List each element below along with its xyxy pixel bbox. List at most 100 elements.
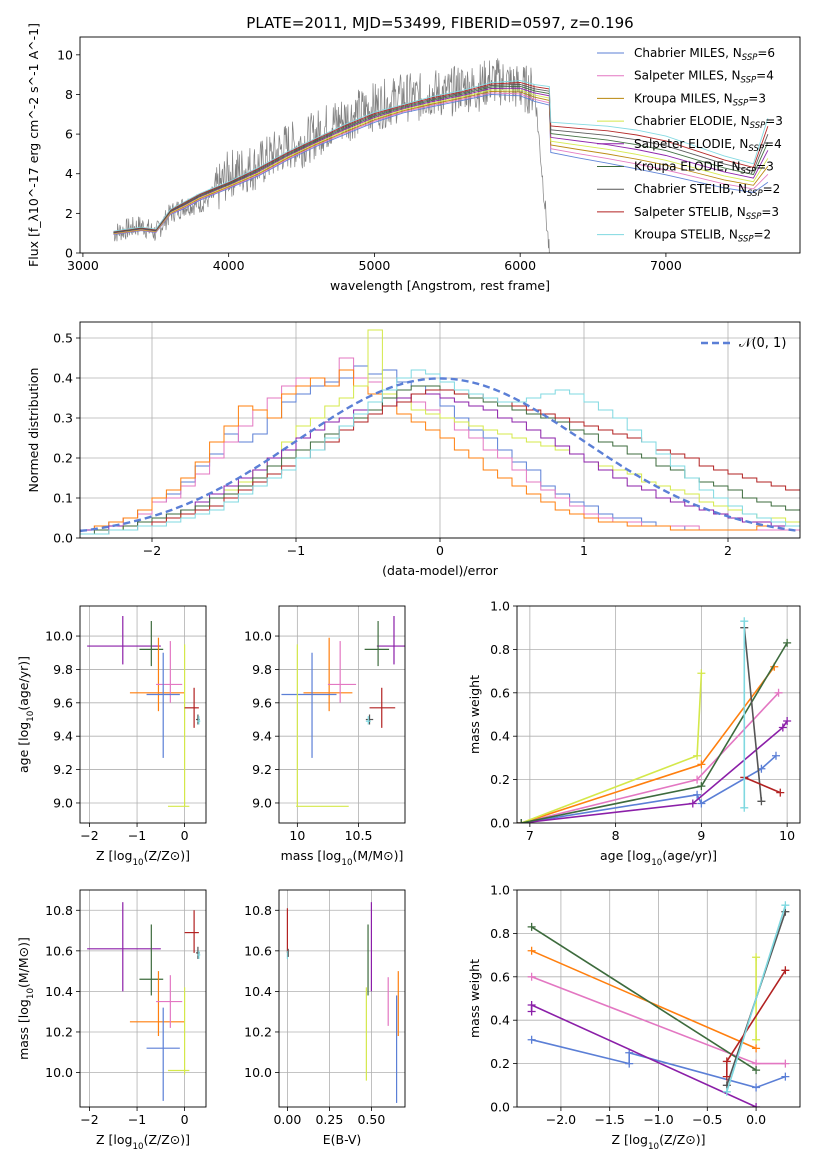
weight-line-7 <box>743 627 763 802</box>
y-tick-label: 0.8 <box>490 642 510 657</box>
weight-marker <box>527 1035 536 1044</box>
weight-marker <box>527 946 536 955</box>
histogram-step-3 <box>80 369 800 538</box>
y-tick-label: 2 <box>65 206 73 221</box>
y-tick-label: 9.2 <box>252 762 272 777</box>
legend-entry: Kroupa MILES, NSSP=3 <box>634 91 766 108</box>
x-axis-label: wavelength [Angstrom, rest frame] <box>330 278 550 293</box>
weight-marker <box>527 922 536 931</box>
histogram-step-8 <box>80 369 800 538</box>
x-tick-label: 0.0 <box>746 1112 766 1127</box>
weight-marker <box>781 1059 790 1068</box>
weight-marker <box>774 688 783 697</box>
weight-marker <box>527 972 536 981</box>
plot-area <box>113 58 769 253</box>
mass-vs-age-panel: 10 10.5 9.0 9.2 9.4 9.6 9.8 10.0 mass [log10(M/M… <box>244 605 406 868</box>
axes-frame <box>278 605 406 824</box>
model-line-6 <box>113 85 769 233</box>
x-tick-label: 4000 <box>213 258 245 273</box>
axes-frame <box>278 889 406 1108</box>
model-line-8 <box>113 82 769 233</box>
x-tick-label: 0 <box>181 828 189 843</box>
legend-entry: Kroupa ELODIE, NSSP=3 <box>634 160 774 177</box>
y-tick-label: 9.0 <box>53 795 73 810</box>
model-line-3 <box>113 90 769 235</box>
weight-marker <box>697 669 706 678</box>
weight-marker <box>722 1072 731 1081</box>
y-tick-label: 10.2 <box>45 1024 73 1039</box>
axes-frame <box>79 36 801 254</box>
y-tick-label: 10.0 <box>244 629 272 644</box>
model-line-4 <box>113 89 769 234</box>
x-tick-label: 10 <box>779 828 795 843</box>
weight-marker <box>752 953 761 962</box>
y-tick-label: 0.2 <box>53 451 73 466</box>
y-tick-label: 0.2 <box>490 1056 510 1071</box>
x-tick-label: 2 <box>724 543 732 558</box>
x-tick-label: 7 <box>526 828 534 843</box>
z-vs-age-panel: −2 −1 0 9.0 9.2 9.4 9.6 9.8 10.0 Z [log10(Z/Z⊙)] a… <box>16 605 207 868</box>
weight-marker <box>752 1103 761 1107</box>
weight-marker <box>781 901 790 910</box>
axes-frame <box>79 889 207 1108</box>
y-tick-label: 0.6 <box>490 685 510 700</box>
x-tick-label: −0.5 <box>692 1112 722 1127</box>
y-tick-label: 1.0 <box>490 883 510 898</box>
model-line-9 <box>113 80 769 232</box>
weight-marker <box>697 782 706 791</box>
weight-marker <box>722 1087 731 1096</box>
x-tick-label: 0.50 <box>357 1112 385 1127</box>
y-tick-label: 0.0 <box>53 531 73 546</box>
y-tick-label: 9.6 <box>53 695 73 710</box>
y-axis-label: Normed distribution <box>26 368 41 493</box>
axes-frame <box>79 605 207 824</box>
model-line-2 <box>113 92 769 235</box>
age-vs-weight-panel: 7 8 9 10 0.0 0.2 0.4 0.6 0.8 1.0 age [log10(age/yr… <box>467 599 801 868</box>
y-tick-label: 10.2 <box>244 1024 272 1039</box>
y-tick-label: 10 <box>57 47 73 62</box>
ebv-vs-mass-panel: 0.00 0.25 0.50 10.0 10.2 10.4 10.6 10.8 E(B-V) <box>244 889 406 1147</box>
y-tick-label: 10.0 <box>45 1065 73 1080</box>
weight-line-5 <box>521 720 788 823</box>
y-tick-label: 10.6 <box>244 943 272 958</box>
y-tick-label: 10.6 <box>45 943 73 958</box>
y-tick-label: 1.0 <box>490 599 510 614</box>
y-tick-label: 0.0 <box>490 1100 510 1115</box>
x-tick-label: 7000 <box>650 258 682 273</box>
legend: Chabrier MILES, NSSP=6 Salpeter MILES, NS… <box>597 46 783 245</box>
x-tick-label: −1.5 <box>595 1112 625 1127</box>
x-axis-label: E(B-V) <box>323 1132 362 1147</box>
x-tick-label: 0 <box>181 1112 189 1127</box>
weight-marker <box>740 803 749 812</box>
plot-area <box>527 901 790 1107</box>
y-tick-label: 0.6 <box>490 969 510 984</box>
legend-entry: Chabrier ELODIE, NSSP=3 <box>634 114 783 131</box>
x-tick-label: −1 <box>128 1112 146 1127</box>
weight-marker <box>752 1083 761 1092</box>
axes-frame <box>516 605 801 824</box>
weight-marker <box>693 790 702 799</box>
weight-marker <box>697 760 706 769</box>
model-line-7 <box>113 83 769 233</box>
weight-line-9 <box>726 904 787 1093</box>
x-tick-label: 0.00 <box>273 1112 301 1127</box>
chart-title: PLATE=2011, MJD=53499, FIBERID=0597, z=0… <box>246 14 633 32</box>
y-tick-label: 10.0 <box>244 1065 272 1080</box>
y-tick-label: 0.4 <box>53 371 73 386</box>
x-tick-label: 1 <box>580 543 588 558</box>
x-tick-label: 0.25 <box>315 1112 343 1127</box>
weight-marker <box>778 723 787 732</box>
weight-marker <box>771 751 780 760</box>
weight-marker <box>693 775 702 784</box>
legend-entry: Chabrier MILES, NSSP=6 <box>634 46 775 63</box>
x-tick-label: 6000 <box>504 258 536 273</box>
x-tick-label: −2 <box>143 543 161 558</box>
observed-spectrum-line <box>113 58 550 253</box>
plot-area <box>87 902 201 1101</box>
plot-area <box>281 616 405 807</box>
y-tick-label: 9.8 <box>252 662 272 677</box>
y-tick-label: 10.4 <box>45 984 73 999</box>
plot-area <box>286 902 399 1103</box>
weight-marker <box>781 966 790 975</box>
